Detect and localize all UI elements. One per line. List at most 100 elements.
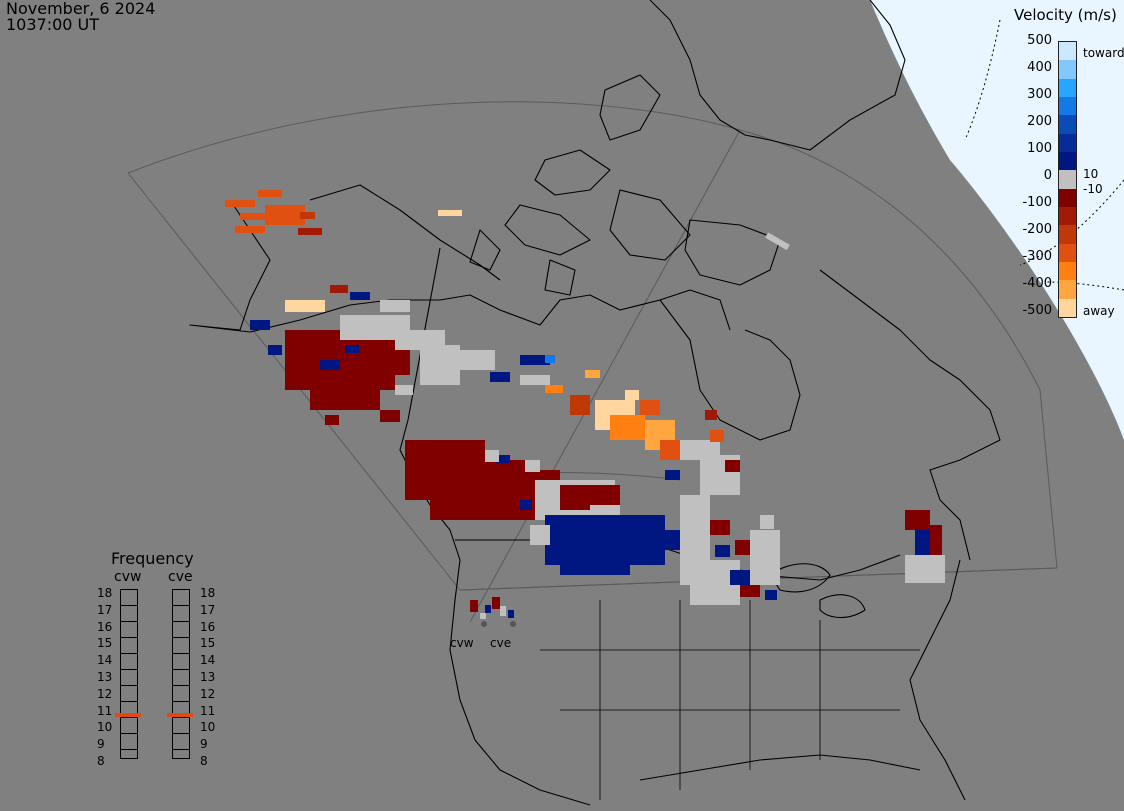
frequency-cell	[121, 622, 137, 638]
velocity-tick-label: -200	[1022, 222, 1052, 237]
velocity-color-step	[1059, 243, 1076, 262]
velocity-color-step	[1059, 133, 1076, 152]
velocity-tick-label: 300	[1027, 87, 1052, 102]
frequency-level-label-left: 15	[97, 636, 113, 651]
velocity-inner-label-negative: -10	[1083, 182, 1103, 196]
frequency-level-label-right: 10	[200, 720, 216, 735]
velocity-tick-label: -300	[1022, 249, 1052, 264]
frequency-box-cvw	[120, 589, 138, 759]
frequency-level-label-left: 13	[97, 670, 113, 684]
frequency-level-label-left: 8	[97, 754, 105, 768]
frequency-level-label-left: 12	[97, 686, 113, 701]
echo-band-alaska	[225, 190, 462, 235]
frequency-level-label-left: 9	[97, 737, 105, 752]
frequency-cell	[173, 590, 189, 606]
frequency-cell	[121, 734, 137, 750]
frequency-cell	[121, 670, 137, 686]
velocity-color-step	[1059, 170, 1076, 189]
frequency-level-label-right: 16	[200, 619, 216, 634]
echo-near-radar	[470, 597, 514, 619]
frequency-level-label-right: 12	[200, 686, 216, 701]
velocity-color-step	[1059, 60, 1076, 79]
velocity-away-label: away	[1083, 304, 1115, 318]
velocity-tick-label: 200	[1027, 114, 1052, 129]
velocity-toward-label: toward	[1083, 46, 1124, 60]
frequency-cell	[173, 718, 189, 734]
velocity-tick-label: -400	[1022, 276, 1052, 291]
velocity-tick-label: 100	[1027, 141, 1052, 156]
velocity-color-step	[1059, 261, 1076, 281]
velocity-color-step	[1059, 298, 1076, 317]
echo-band-north-1	[250, 285, 600, 425]
station-marker-cve	[510, 621, 516, 627]
frequency-level-label-right: 11	[200, 703, 216, 718]
frequency-level-label-left: 14	[97, 653, 113, 668]
frequency-cell	[173, 670, 189, 686]
frequency-level-label-right: 15	[200, 636, 216, 651]
frequency-cell	[121, 606, 137, 622]
frequency-box-cve	[172, 589, 190, 759]
velocity-color-step	[1059, 115, 1076, 134]
frequency-cell	[173, 750, 189, 766]
frequency-level-label-right: 18	[200, 586, 216, 600]
frequency-marker-cvw	[115, 712, 141, 717]
daylight-region	[870, 0, 1124, 440]
station-label-cvw: cvw	[450, 636, 474, 650]
velocity-tick-label: 400	[1027, 60, 1052, 75]
station-label-cve: cve	[490, 636, 512, 650]
frequency-level-label-right: 9	[200, 737, 208, 752]
terminator-line	[964, 19, 1001, 141]
plot-date: November, 6 2024	[6, 0, 156, 18]
velocity-legend-title: Velocity (m/s)	[1014, 6, 1117, 24]
frequency-cell	[121, 686, 137, 702]
frequency-cell	[173, 654, 189, 670]
echo-band-north-2	[570, 390, 740, 495]
frequency-cell	[121, 638, 137, 654]
velocity-color-step	[1059, 206, 1076, 226]
echo-band-main	[405, 440, 680, 575]
terminator-line-2	[1019, 179, 1124, 266]
velocity-tick-label: 0	[1043, 168, 1052, 183]
frequency-column-cve: cve	[168, 569, 193, 585]
station-marker-cvw	[481, 621, 487, 627]
frequency-column-cvw: cvw	[114, 569, 142, 585]
frequency-legend-title: Frequency	[111, 549, 194, 568]
frequency-level-label-right: 17	[200, 602, 216, 617]
velocity-tick-label: -500	[1022, 303, 1052, 318]
echo-band-east	[680, 232, 945, 605]
frequency-level-label-left: 10	[97, 720, 113, 735]
frequency-level-label-left: 18	[97, 586, 113, 600]
frequency-cell	[173, 734, 189, 750]
velocity-color-step	[1059, 42, 1076, 61]
velocity-color-step	[1059, 280, 1076, 299]
velocity-color-bar	[1058, 41, 1077, 318]
velocity-color-step	[1059, 96, 1076, 116]
plot-time: 1037:00 UT	[6, 15, 100, 34]
frequency-level-label-left: 16	[97, 619, 113, 634]
frequency-cell	[173, 702, 189, 718]
frequency-cell	[173, 638, 189, 654]
terminator-line-3	[1044, 281, 1124, 291]
velocity-color-step	[1059, 188, 1076, 207]
frequency-cell	[121, 654, 137, 670]
velocity-color-step	[1059, 151, 1076, 171]
velocity-tick-label: -100	[1022, 195, 1052, 210]
frequency-cell	[121, 590, 137, 606]
velocity-color-step	[1059, 225, 1076, 244]
frequency-cell	[173, 606, 189, 622]
frequency-marker-cve	[167, 712, 193, 717]
velocity-inner-label-positive: 10	[1083, 167, 1099, 181]
frequency-cell	[173, 686, 189, 702]
frequency-level-label-right: 8	[200, 754, 208, 768]
frequency-cell	[121, 702, 137, 718]
frequency-cell	[121, 750, 137, 766]
velocity-tick-label: 500	[1027, 33, 1052, 48]
frequency-cell	[121, 718, 137, 734]
frequency-level-label-right: 14	[200, 653, 216, 668]
frequency-level-label-right: 13	[200, 670, 216, 684]
velocity-color-step	[1059, 78, 1076, 97]
frequency-cell	[173, 622, 189, 638]
frequency-level-label-left: 17	[97, 602, 113, 617]
